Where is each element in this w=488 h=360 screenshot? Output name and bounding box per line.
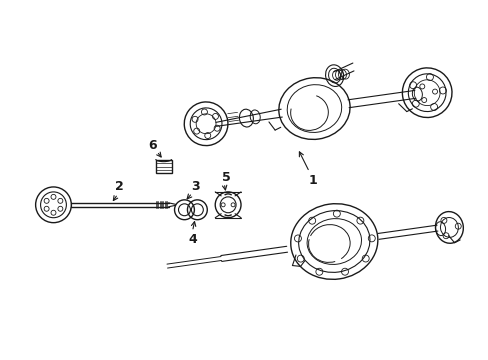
Text: 2: 2 bbox=[114, 180, 123, 193]
Text: 3: 3 bbox=[191, 180, 199, 193]
Text: 4: 4 bbox=[188, 233, 196, 246]
Text: 6: 6 bbox=[148, 139, 157, 152]
Text: 1: 1 bbox=[307, 174, 316, 186]
Text: 5: 5 bbox=[222, 171, 230, 184]
